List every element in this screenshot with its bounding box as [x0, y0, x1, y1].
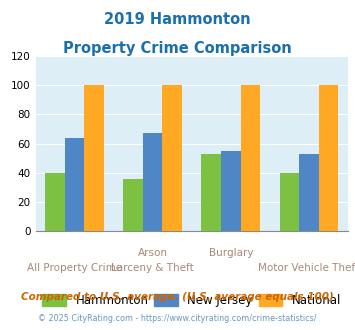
Bar [65, 138, 84, 231]
Text: Burglary: Burglary [208, 248, 253, 258]
Bar [221, 151, 241, 231]
Bar [124, 179, 143, 231]
Text: Compared to U.S. average. (U.S. average equals 100): Compared to U.S. average. (U.S. average … [21, 292, 334, 302]
Text: Arson: Arson [138, 248, 168, 258]
Text: Motor Vehicle Theft: Motor Vehicle Theft [258, 263, 355, 273]
Bar [280, 173, 299, 231]
Bar [143, 133, 163, 231]
Bar [319, 85, 338, 231]
Legend: Hammonton, New Jersey, National: Hammonton, New Jersey, National [38, 289, 346, 312]
Bar [163, 85, 182, 231]
Bar [202, 154, 221, 231]
Text: All Property Crime: All Property Crime [27, 263, 122, 273]
Text: 2019 Hammonton: 2019 Hammonton [104, 12, 251, 26]
Text: Larceny & Theft: Larceny & Theft [111, 263, 194, 273]
Bar [84, 85, 104, 231]
Bar [241, 85, 260, 231]
Text: © 2025 CityRating.com - https://www.cityrating.com/crime-statistics/: © 2025 CityRating.com - https://www.city… [38, 314, 317, 323]
Bar [45, 173, 65, 231]
Text: Property Crime Comparison: Property Crime Comparison [63, 41, 292, 56]
Bar [299, 154, 319, 231]
